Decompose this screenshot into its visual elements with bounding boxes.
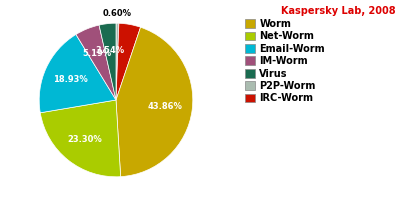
Text: 43.86%: 43.86% — [148, 102, 183, 111]
Text: Kaspersky Lab, 2008: Kaspersky Lab, 2008 — [281, 6, 396, 16]
Wedge shape — [76, 25, 116, 100]
Wedge shape — [116, 23, 119, 100]
Text: 5.19%: 5.19% — [83, 49, 112, 58]
Text: 23.30%: 23.30% — [68, 135, 102, 144]
Wedge shape — [99, 23, 116, 100]
Text: 3.54%: 3.54% — [96, 46, 125, 55]
Text: 0.60%: 0.60% — [103, 9, 132, 18]
Wedge shape — [116, 23, 140, 100]
Text: 18.93%: 18.93% — [53, 75, 88, 84]
Wedge shape — [39, 34, 116, 113]
Legend: Worm, Net-Worm, Email-Worm, IM-Worm, Virus, P2P-Worm, IRC-Worm: Worm, Net-Worm, Email-Worm, IM-Worm, Vir… — [245, 19, 325, 103]
Wedge shape — [40, 100, 121, 177]
Wedge shape — [116, 27, 193, 177]
